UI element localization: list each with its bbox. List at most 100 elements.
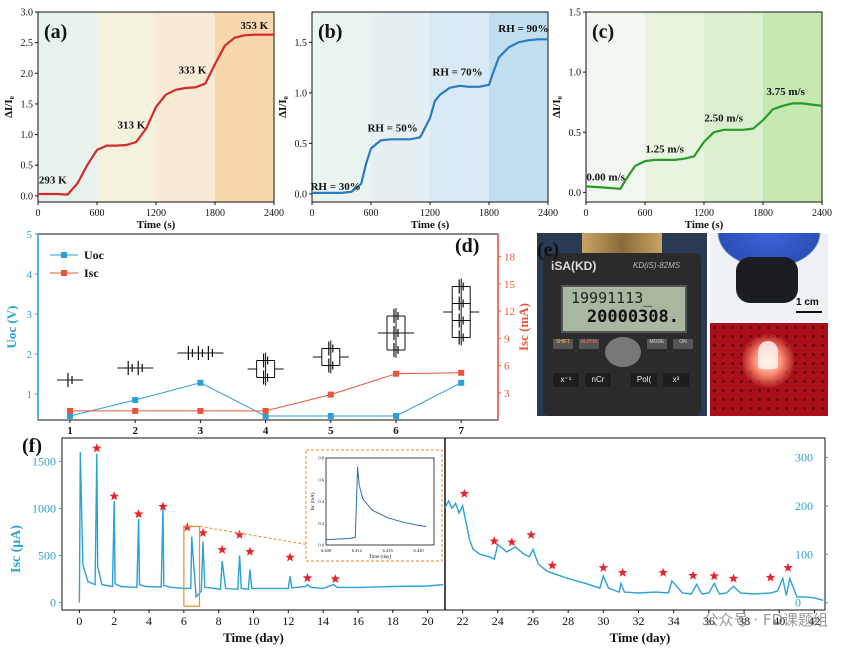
inset-y-tick-label: 0.8 [318,456,324,461]
right-tick-label: 12 [504,306,515,318]
x-axis-label: Time (s) [137,219,176,231]
star-marker [526,529,536,539]
shaded-region-3 [430,12,489,202]
panel-f: 0 2 4 6 8 10 12 14 16 18 20 22 24 26 28 30 32 34 36 38 40 420… [9,437,828,645]
shaded-region-4 [489,12,548,202]
star-marker [198,527,208,537]
series-point-isc [132,407,139,414]
plot-frame [37,233,499,421]
series-point-uoc [67,413,73,419]
series-point-uoc [197,379,204,386]
x-tick-label: 36 [703,614,715,628]
x-tick-label: 20 [422,614,434,628]
x-tick-label: 38 [738,614,750,628]
key-shift: SHIFT [553,339,573,349]
x-axis-label: Time (s) [685,219,724,231]
x-tick-label: 14 [317,614,329,628]
x-tick-label: 16 [352,614,364,628]
x-tick-label: 2400 [812,208,832,219]
y-tick-label: 1.0 [569,68,582,79]
x-tick-label: 4 [263,425,269,437]
star-marker [728,573,739,583]
replay-pad [605,337,641,367]
inset-x-tick-label: 6.420 [414,548,425,553]
x-tick-label: 1200 [146,208,166,219]
annotation-4: 3.75 m/s [766,86,805,98]
x-tick-label: 26 [527,614,539,628]
shaded-region-3 [704,12,763,202]
shaded-region-4 [215,12,274,202]
series-line-right [444,499,824,601]
right-tick-label: 200 [795,499,813,513]
x-axis-label-left: Time (day) [223,630,284,645]
left-tick-label: 3 [27,309,33,321]
star-marker [658,567,668,577]
led-bulb [758,341,778,369]
series-point-isc [197,407,204,414]
y-tick-label: 0.5 [295,139,308,150]
x-tick-label: 12 [282,614,294,628]
panel-label-d: (d) [455,235,479,257]
key-reciprocal: x⁻¹ [553,373,579,387]
panel-label-a: (a) [44,21,67,43]
y-tick-label: 2.0 [21,69,34,80]
scale-bar-label: 1 cm [796,297,819,308]
key-on: ON [673,339,693,349]
x-tick-label: 0 [36,208,41,219]
right-tick-label: 6 [504,361,510,373]
series-point-isc [327,391,334,398]
x-tick-label: 2400 [538,208,558,219]
calculator-lcd: 19991113_ 20000308. [561,285,687,333]
series-point-uoc [393,413,399,419]
y-tick-label: 1.0 [295,88,308,99]
left-tick-label: 0 [50,595,56,609]
star-marker [330,574,341,583]
right-tick-label: 0 [795,596,801,610]
panel-label-e: (e) [537,239,560,261]
panel-a: 0 600 1200 1800 2400 0.0 0.5 1.0 1.5 2.0 2.5 3.0 Tim… [3,8,284,232]
star-marker [217,544,227,554]
legend-label: Isc [84,266,99,280]
foam-sample-photo: 1 cm [710,233,828,321]
series-line [312,38,548,194]
series-point-isc [458,369,465,376]
y-tick-label: 1.5 [569,8,582,19]
y-tick-label: 0.5 [569,128,582,139]
y-axis-label: ΔI/I₀ [3,95,15,118]
x-tick-label: 1 [67,425,73,437]
zoom-highlight-box [183,525,201,607]
star-marker [489,536,499,546]
y-tick-label: 0.0 [295,189,308,200]
inset-y-axis-label: Isc (mA) [311,492,316,510]
series-point-uoc [132,397,139,403]
annotation-4: 353 K [240,20,268,32]
plot-frame [61,437,826,611]
shaded-region-1 [586,12,645,202]
inset-y-tick-label: 0.6 [318,477,324,482]
legend-label: Uoc [84,248,105,262]
left-tick-label: 1 [27,389,33,401]
x-tick-label: 18 [387,614,399,628]
calculator-photo: iSA(KD) KD(iS)-82MS 19991113_ 20000308. … [537,233,707,416]
x-tick-label: 42 [808,614,820,628]
calculator-model: KD(iS)-82MS [633,261,681,270]
star-marker [598,562,609,572]
panel-label-c: (c) [592,21,614,43]
x-tick-label: 40 [773,614,785,628]
star-marker [109,491,119,501]
right-axis-label: Isc (mA) [516,303,531,351]
right-tick-label: 3 [504,388,510,400]
y-tick-label: 1.0 [21,130,34,141]
right-tick-label: 100 [795,547,813,561]
x-tick-label: 4 [146,614,152,628]
y-tick-label: 1.5 [21,99,34,110]
shaded-region-1 [38,12,97,202]
inset-series-line [325,466,427,541]
inset-x-tick-label: 6.412 [352,548,362,553]
y-tick-label: 3.0 [21,8,34,19]
annotation-1: 0.00 m/s [586,171,625,183]
star-marker [133,509,144,519]
left-tick-label: 4 [27,269,33,281]
zoom-connector [199,525,311,546]
shaded-region-3 [156,12,215,202]
